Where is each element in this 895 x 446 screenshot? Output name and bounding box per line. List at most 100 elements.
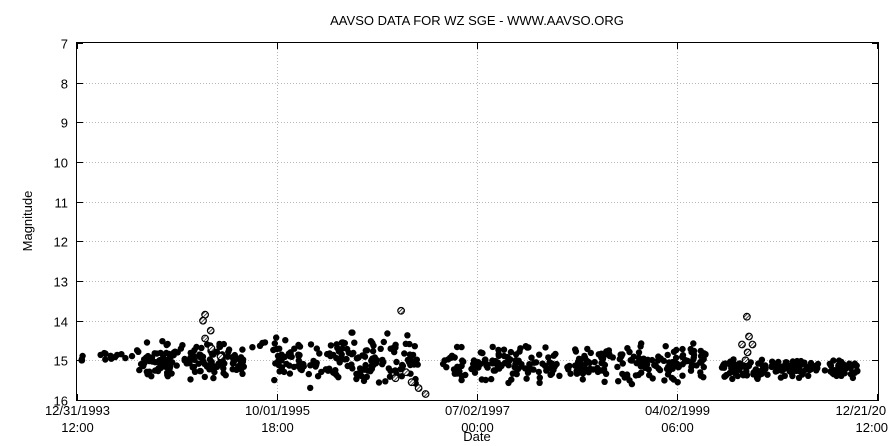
data-point [186,358,193,365]
x-tick-time-label: 06:00 [661,420,694,435]
data-point [567,370,574,377]
data-point [239,346,246,353]
data-point [536,374,543,381]
data-point [513,370,520,378]
hatched-data-point [207,344,216,353]
data-point [697,369,704,376]
data-point [322,366,330,373]
data-point [287,349,294,356]
data-point [313,345,320,352]
data-point [348,361,355,368]
y-tick-label: 7 [61,37,68,52]
data-point [128,352,136,360]
data-point [488,375,495,383]
data-point [536,351,543,358]
data-point [414,361,421,368]
data-point [548,360,555,367]
data-point [690,354,697,361]
data-point [548,370,556,377]
data-point [278,357,285,364]
data-point [230,355,238,363]
data-point [679,353,686,361]
data-point [393,358,400,366]
x-tick-time-label: 00:00 [461,420,494,435]
data-point [326,350,333,357]
data-point [599,360,607,367]
data-point [638,340,645,347]
data-point [579,376,586,383]
data-point [495,350,502,358]
data-point [159,338,166,345]
data-point [662,343,669,350]
data-point [107,352,114,360]
data-point [377,345,384,352]
data-point [679,345,686,353]
data-point [162,358,170,366]
data-point [296,351,303,359]
data-point [402,340,409,347]
data-point [307,341,315,348]
chart-title: AAVSO DATA FOR WZ SGE - WWW.AAVSO.ORG [330,13,624,28]
data-point [584,345,591,353]
data-point [216,343,223,350]
data-point [619,360,626,367]
data-point [220,360,228,367]
data-point [141,359,148,367]
data-point [392,341,399,348]
data-point [169,359,176,366]
data-point [603,348,610,355]
data-point [661,377,668,384]
data-point [397,366,404,373]
data-point [314,373,322,380]
data-point [601,378,608,385]
data-point [807,359,815,367]
data-point [788,369,795,376]
data-point [758,367,765,374]
data-point [336,359,343,366]
data-points [78,306,861,398]
y-tick-label: 13 [54,275,68,290]
data-point [619,370,626,378]
data-point [521,365,529,372]
data-point [635,349,643,356]
data-point [700,356,707,363]
data-point [163,349,170,357]
data-point [297,365,304,373]
data-point [454,366,462,374]
data-point [606,352,613,360]
data-point [224,353,231,360]
data-point [505,379,512,387]
data-point [687,345,694,353]
hatched-data-point [738,340,746,349]
data-point [807,366,814,373]
data-point [638,369,645,376]
data-point [371,354,378,361]
y-tick-label: 9 [61,116,68,131]
data-point [758,356,766,363]
hatched-data-point [741,356,750,365]
data-point [201,373,208,381]
data-point [118,351,125,358]
data-point [470,362,477,369]
data-point [163,341,170,349]
data-point [368,365,376,372]
data-point [500,352,508,360]
data-point [190,363,198,371]
data-point [273,334,280,341]
data-point [532,359,540,366]
hatched-data-point [743,348,752,357]
data-point [768,363,775,371]
data-point [624,373,631,380]
data-point [404,332,411,339]
data-point [173,362,180,369]
hatched-data-point [397,306,406,315]
data-point [382,378,389,385]
data-point [363,373,370,380]
hatched-data-point [743,312,751,321]
data-point [774,363,781,370]
data-point [157,349,164,357]
data-point [307,362,314,369]
data-point [387,367,394,375]
data-point [528,354,535,361]
